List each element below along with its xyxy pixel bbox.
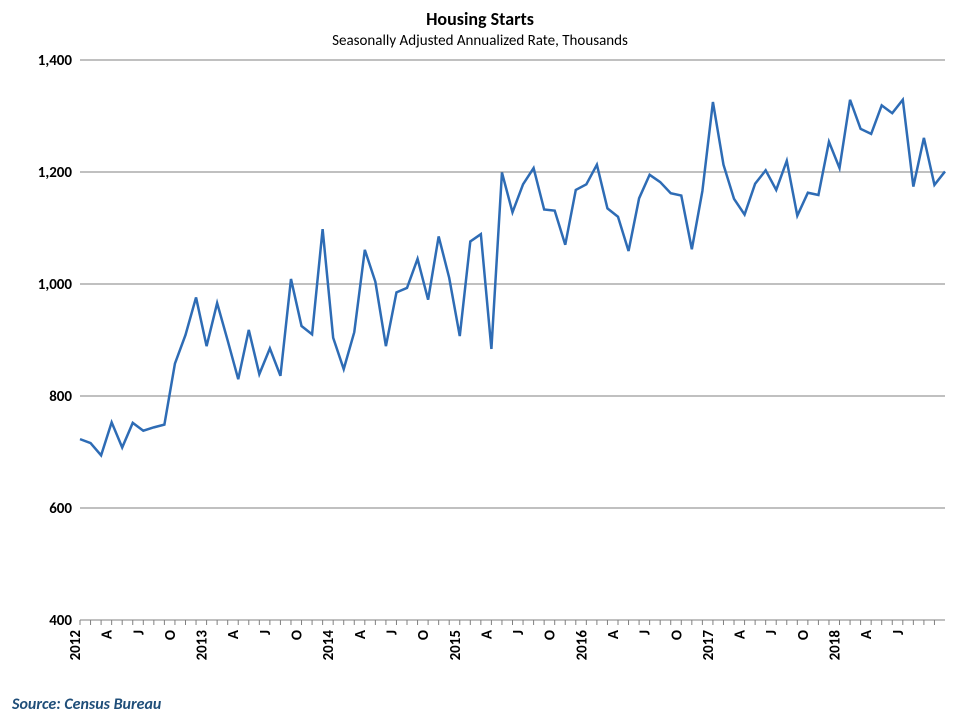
data-series-line	[80, 100, 945, 456]
y-tick-label: 1,400	[38, 52, 73, 70]
x-tick-label: O	[162, 630, 180, 640]
x-tick-label: J	[257, 630, 275, 635]
x-tick-label: A	[352, 629, 370, 639]
x-tick-label: O	[542, 630, 560, 640]
x-tick-label: J	[890, 630, 908, 635]
x-tick-label: O	[795, 630, 813, 640]
y-tick-label: 400	[49, 612, 72, 630]
x-tick-label: 2013	[194, 630, 212, 661]
x-tick-label: O	[668, 630, 686, 640]
x-tick-label: 2015	[447, 630, 465, 660]
x-tick-label: J	[763, 630, 781, 635]
y-tick-label: 1,000	[38, 276, 73, 294]
x-tick-label: J	[383, 630, 401, 635]
x-tick-label: O	[415, 630, 433, 640]
chart-svg: 400 600 800 1,000 1,200 1,400 2012 A J O 2013 A J O 20…	[0, 0, 960, 720]
chart-container: Housing Starts Seasonally Adjusted Annua…	[0, 0, 960, 720]
x-tick-label: 2016	[573, 630, 591, 661]
x-tick-label: 2014	[320, 630, 338, 661]
y-tick-label: 1,200	[38, 164, 73, 182]
x-tick-label: A	[732, 629, 750, 639]
x-tick-label: J	[510, 630, 528, 635]
x-tick-label: A	[858, 629, 876, 639]
y-tick-label: 800	[49, 388, 72, 406]
x-tick-label: J	[130, 630, 148, 635]
x-tick-label: O	[289, 630, 307, 640]
x-tick-label: A	[225, 629, 243, 639]
x-tick-label: 2012	[67, 630, 85, 661]
x-tick-label: J	[637, 630, 655, 635]
x-tick-label: A	[478, 629, 496, 639]
y-tick-label: 600	[49, 500, 72, 518]
x-tick-label: A	[605, 629, 623, 639]
x-tick-label: 2018	[827, 630, 845, 661]
x-tick-label: A	[99, 629, 117, 639]
x-tick-label: 2017	[700, 630, 718, 661]
chart-source: Source: Census Bureau	[12, 695, 161, 714]
